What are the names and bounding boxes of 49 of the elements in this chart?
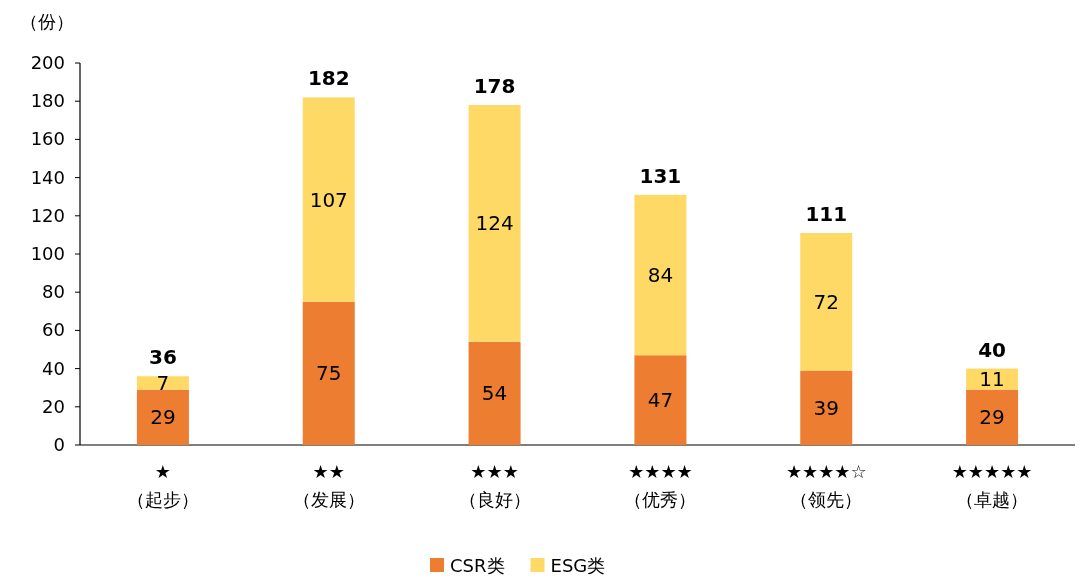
legend-label: ESG类 [550, 555, 606, 576]
x-tick-label: ★★★ （良好） [458, 461, 531, 510]
y-tick-label: 0 [53, 434, 65, 455]
data-label: 72 [813, 289, 839, 314]
total-label: 178 [473, 74, 516, 99]
total-label: 111 [805, 201, 848, 226]
data-label: 107 [309, 187, 348, 212]
data-label: 124 [475, 211, 514, 236]
y-tick-label: 140 [30, 166, 65, 188]
bar [634, 194, 687, 356]
bar [302, 97, 355, 302]
total-label: 182 [307, 66, 350, 91]
y-tick-label: 40 [42, 357, 65, 379]
bar [136, 389, 189, 445]
bar [800, 370, 853, 445]
data-label: 47 [647, 388, 674, 413]
y-tick-label: 160 [30, 128, 65, 150]
legend-label: CSR类 [450, 555, 505, 576]
x-tick-label: ★★★★ （优秀） [624, 461, 697, 510]
x-tick-label: ★★★★★ （卓越） [951, 461, 1033, 510]
x-tick-label: ★★ （发展） [292, 461, 365, 510]
bar [800, 232, 853, 371]
bar [634, 355, 687, 445]
data-label: 75 [316, 361, 342, 386]
bar [302, 301, 355, 445]
data-label: 11 [979, 367, 1005, 392]
x-tick-label: ★ （起步） [126, 461, 199, 510]
y-tick-label: 20 [42, 395, 65, 417]
data-label: 84 [647, 263, 674, 288]
y-tick-label: 180 [30, 90, 65, 112]
data-label: 54 [481, 381, 508, 406]
bar [468, 105, 521, 342]
total-label: 40 [978, 337, 1007, 362]
y-tick-label: 120 [30, 204, 65, 226]
bar [468, 341, 521, 445]
y-axis-title: （份） [20, 11, 74, 32]
data-label: 29 [150, 405, 176, 430]
y-tick-label: 80 [42, 281, 65, 303]
total-label: 36 [148, 345, 177, 370]
data-label: 39 [813, 395, 839, 420]
y-tick-label: 100 [30, 243, 65, 264]
y-tick-label: 200 [30, 52, 65, 73]
bar [966, 389, 1019, 445]
bar [136, 376, 189, 390]
data-label: 7 [156, 370, 170, 395]
total-label: 131 [639, 163, 682, 188]
data-label: 29 [979, 405, 1005, 430]
x-tick-label: ★★★★☆ （领先） [785, 461, 867, 510]
y-tick-label: 60 [42, 319, 65, 341]
